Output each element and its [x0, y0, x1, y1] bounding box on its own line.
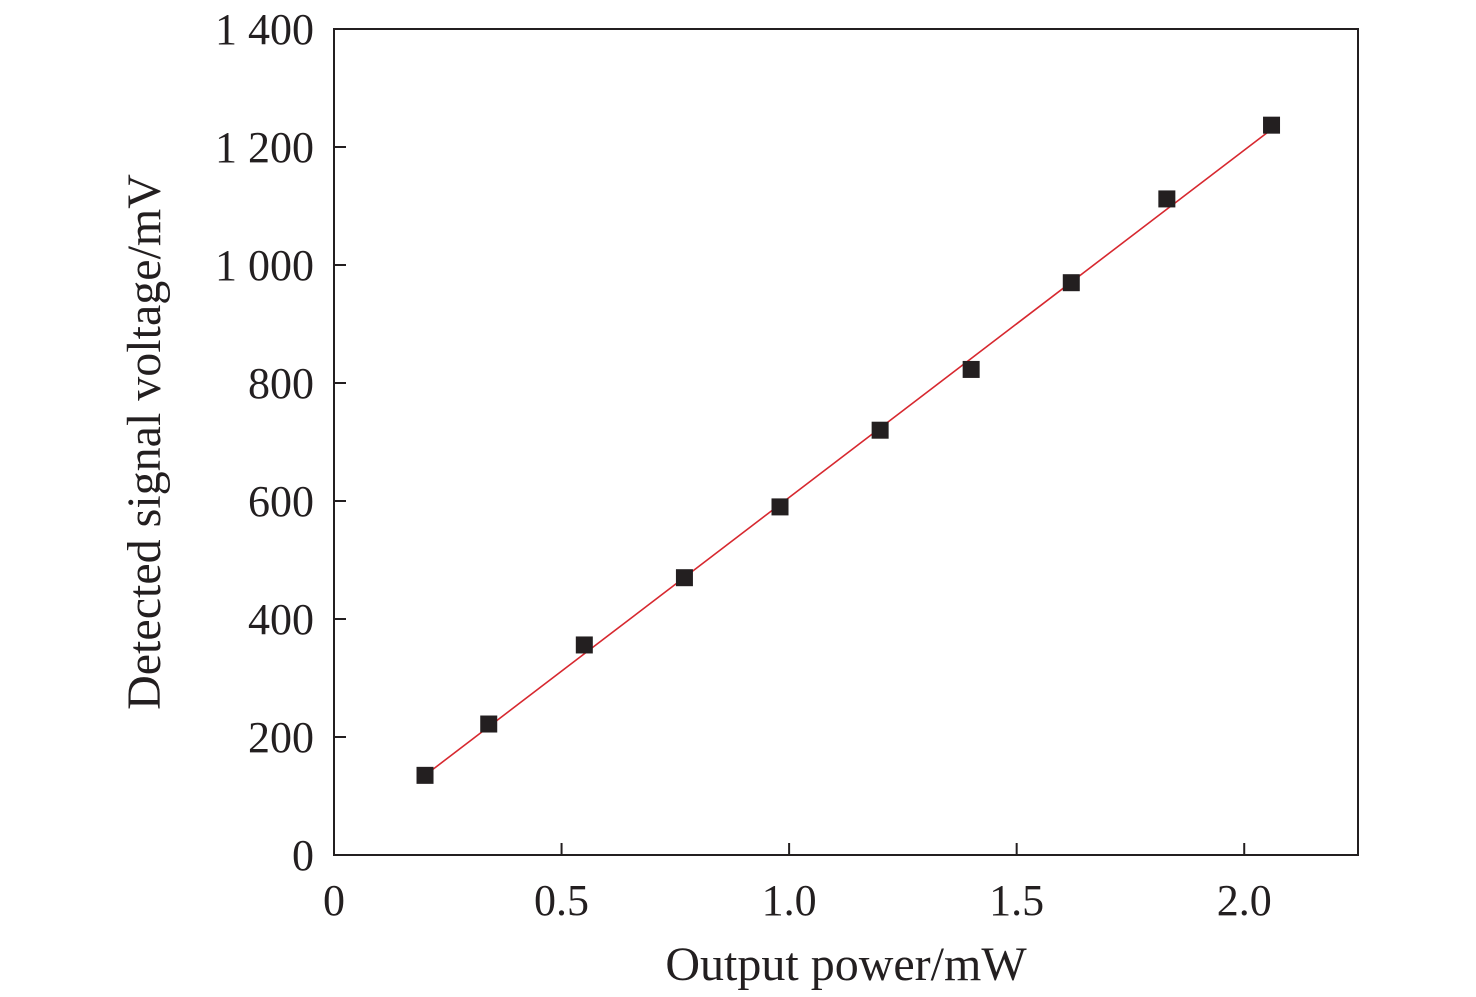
y-tick-label: 0: [292, 831, 314, 880]
data-points: [416, 116, 1281, 784]
plot-frame: [333, 28, 1359, 856]
x-tick-label: 2.0: [1217, 876, 1272, 925]
y-tick-label: 1 200: [215, 123, 314, 172]
x-tick-label: 1.0: [762, 876, 817, 925]
data-point: [416, 766, 434, 784]
data-point: [480, 715, 498, 733]
data-point: [1263, 116, 1281, 134]
data-point: [962, 360, 980, 378]
data-point: [871, 421, 889, 439]
data-point: [575, 636, 593, 654]
fit-line: [424, 128, 1273, 776]
data-point: [771, 498, 789, 516]
fit-line-layer: [424, 128, 1273, 776]
x-tick-label: 1.5: [989, 876, 1044, 925]
x-axis-title: Output power/mW: [665, 938, 1027, 991]
y-tick-label: 400: [248, 595, 314, 644]
y-axis-ticks: 0 200 400 600 800 1 000 1 200 1 400: [215, 5, 346, 880]
y-tick-label: 800: [248, 359, 314, 408]
x-tick-label: 0.5: [534, 876, 589, 925]
x-tick-label: 0: [323, 876, 345, 925]
y-tick-label: 600: [248, 477, 314, 526]
y-axis-title: Detected signal voltage/mV: [118, 174, 171, 710]
y-tick-label: 1 000: [215, 241, 314, 290]
data-point: [1158, 190, 1176, 208]
x-axis-ticks: 0 0.5 1.0 1.5 2.0: [323, 843, 1272, 925]
y-tick-label: 200: [248, 713, 314, 762]
data-point: [1062, 274, 1080, 292]
data-point: [675, 569, 693, 587]
y-tick-label: 1 400: [215, 5, 314, 54]
